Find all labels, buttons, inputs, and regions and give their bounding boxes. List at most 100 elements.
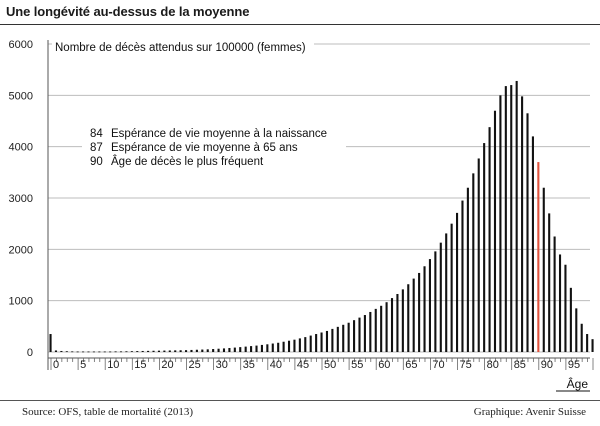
x-tick-label: 95 xyxy=(568,359,580,371)
bar xyxy=(363,315,366,352)
bar xyxy=(147,350,150,352)
x-axis-label: Âge xyxy=(567,376,589,391)
annotation-text: Espérance de vie moyenne à la naissance xyxy=(111,128,327,140)
bar xyxy=(385,302,388,352)
bar xyxy=(466,187,469,352)
bar xyxy=(396,293,399,352)
x-tick-label: 75 xyxy=(460,359,472,371)
bar xyxy=(591,339,594,352)
bar xyxy=(222,348,226,352)
axis-layer xyxy=(47,40,594,370)
bar xyxy=(103,351,106,353)
bar xyxy=(331,328,334,352)
x-tick-label: 90 xyxy=(541,359,553,371)
x-tick-label: 25 xyxy=(189,359,201,371)
bar xyxy=(586,334,589,352)
bar xyxy=(315,334,318,352)
bar xyxy=(260,344,263,352)
source-note: Source: OFS, table de mortalité (2013) xyxy=(22,406,194,418)
bar xyxy=(477,158,480,352)
x-tick-label: 70 xyxy=(432,359,444,371)
bar xyxy=(309,335,312,352)
chart-title-bg xyxy=(52,38,314,56)
bar xyxy=(217,348,220,352)
x-tick-label: 5 xyxy=(80,359,86,371)
bar xyxy=(428,259,431,352)
bar xyxy=(239,347,242,352)
bar xyxy=(401,289,404,352)
chart-title: Nombre de décès attendus sur 100000 (fem… xyxy=(55,42,306,54)
page-title: Une longévité au-dessus de la moyenne xyxy=(6,4,250,19)
bar xyxy=(542,187,545,352)
bar xyxy=(282,341,285,352)
bar xyxy=(336,326,339,352)
bar xyxy=(60,350,63,352)
bar xyxy=(98,351,101,353)
bar xyxy=(206,349,209,352)
bar xyxy=(293,339,296,352)
grid-layer xyxy=(48,43,590,353)
y-tick-label: 6000 xyxy=(9,39,33,51)
bar xyxy=(504,86,507,353)
bar-layer xyxy=(49,80,594,353)
bar xyxy=(185,350,188,352)
bar xyxy=(255,345,258,352)
bar xyxy=(76,351,79,353)
bar xyxy=(456,212,459,352)
x-tick-label: 80 xyxy=(487,359,499,371)
bar xyxy=(353,320,356,352)
bar xyxy=(82,351,85,353)
annotation-box xyxy=(82,124,346,174)
bar xyxy=(418,272,421,352)
bar xyxy=(499,95,502,352)
y-tick-label: 3000 xyxy=(9,193,33,205)
bar xyxy=(510,85,513,353)
bar xyxy=(119,351,123,353)
x-tick-label: 45 xyxy=(297,359,309,371)
bar xyxy=(358,317,361,352)
bar xyxy=(152,350,155,352)
bar xyxy=(374,308,377,352)
annotation-text: Âge de décès le plus fréquent xyxy=(111,155,264,168)
bar xyxy=(71,351,74,353)
y-tick-label: 2000 xyxy=(9,244,33,256)
bar xyxy=(136,351,139,352)
bar xyxy=(304,337,307,352)
bar xyxy=(320,332,323,352)
bar xyxy=(423,266,426,352)
y-tick-label: 4000 xyxy=(9,142,33,154)
bar xyxy=(141,350,144,352)
bar xyxy=(483,143,486,352)
x-tick-label: 50 xyxy=(324,359,336,371)
bar xyxy=(575,308,578,352)
bar xyxy=(244,346,247,352)
bar xyxy=(109,351,112,353)
annotation-text: Espérance de vie moyenne à 65 ans xyxy=(111,142,298,154)
x-tick-label: 40 xyxy=(270,359,282,371)
bar xyxy=(228,347,231,352)
bar xyxy=(174,350,177,352)
bar xyxy=(212,349,215,352)
bar xyxy=(472,173,475,352)
bar xyxy=(201,349,204,352)
bar xyxy=(569,287,572,352)
bar xyxy=(558,254,562,352)
bar xyxy=(130,351,133,352)
x-tick-label: 30 xyxy=(216,359,228,371)
bar xyxy=(380,305,383,352)
bar xyxy=(163,350,166,352)
footer-divider xyxy=(0,400,600,401)
x-tick-label: 20 xyxy=(161,359,173,371)
bar xyxy=(271,343,274,352)
x-tick-label: 35 xyxy=(243,359,255,371)
bar xyxy=(369,311,372,352)
bar xyxy=(65,351,68,353)
y-tick-label: 1000 xyxy=(9,296,33,308)
bar xyxy=(526,113,529,352)
bar xyxy=(87,351,90,353)
annotation-value: 90 xyxy=(90,156,103,168)
x-tick-label: 65 xyxy=(405,359,417,371)
bar xyxy=(461,200,464,352)
bar xyxy=(564,264,567,352)
bar xyxy=(434,251,437,352)
